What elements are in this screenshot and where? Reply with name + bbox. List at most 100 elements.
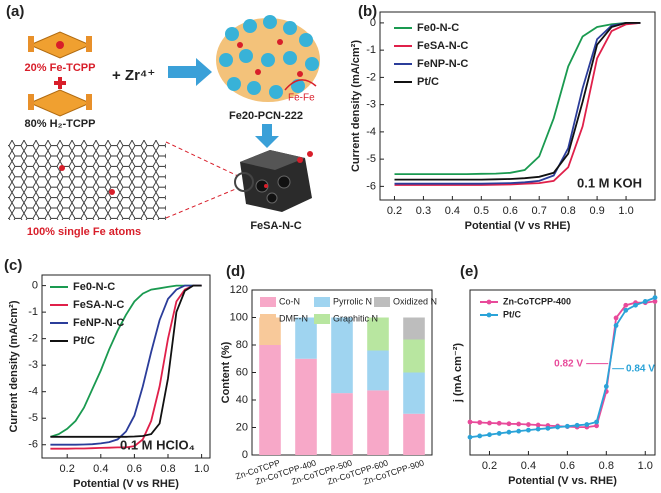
annotation: 0.82 V: [554, 358, 583, 369]
y-tick-label: -6: [28, 439, 38, 451]
x-tick-label: 0.6: [560, 460, 575, 472]
single-atoms-label: 100% single Fe atoms: [27, 226, 141, 238]
y-axis-label: Current density (mA/cm²): [8, 300, 20, 432]
y-tick-label: -4: [28, 386, 38, 398]
bar-segment: [295, 317, 317, 359]
bar-segment: [331, 317, 353, 394]
y-axis-label: Content (%): [220, 341, 232, 403]
data-point: [555, 424, 561, 430]
x-tick-label: 0.6: [503, 205, 518, 217]
x-tick-label: 0.6: [127, 463, 142, 475]
x-tick-label: 0.2: [482, 460, 497, 472]
x-tick-label: 0.4: [445, 205, 460, 217]
x-tick-label: 0.2: [387, 205, 402, 217]
data-line: [394, 22, 641, 181]
data-point: [487, 420, 492, 426]
x-tick-label: 0.8: [561, 205, 576, 217]
legend-label: Co-N: [279, 296, 300, 306]
y-tick-label: -1: [28, 306, 38, 318]
data-point: [613, 323, 619, 328]
data-line: [50, 284, 202, 438]
bar-segment: [367, 390, 389, 455]
x-tick-label: 0.4: [521, 460, 536, 472]
arrow: [255, 124, 279, 148]
y-tick-label: -6: [366, 180, 376, 192]
data-point: [594, 419, 599, 425]
x-tick-label: 0.8: [599, 460, 614, 472]
data-point: [623, 302, 629, 308]
fe-tcpp-label: 20% Fe-TCPP: [25, 62, 96, 74]
y-tick-label: -4: [366, 126, 376, 138]
data-point: [535, 426, 541, 432]
bar-segment: [403, 339, 425, 373]
data-point: [613, 315, 619, 321]
y-tick-label: -5: [28, 412, 38, 424]
legend-label: Fe0-N-C: [417, 22, 459, 34]
data-point: [477, 420, 483, 425]
legend-label: Fe0-N-C: [73, 281, 115, 293]
data-point: [594, 423, 599, 429]
bar-segment: [259, 317, 281, 345]
x-tick-label: 1.0: [194, 463, 209, 475]
data-point: [535, 422, 541, 428]
x-tick-label: 0.4: [93, 463, 108, 475]
panel-label: (a): [6, 3, 24, 20]
legend-label: Graphitic N: [333, 313, 378, 323]
y-tick-label: -2: [28, 333, 38, 345]
panel-label: (d): [226, 263, 245, 280]
y-tick-label: -3: [28, 359, 38, 371]
y-tick-label: 40: [236, 394, 248, 406]
plot-frame: [41, 274, 211, 459]
data-line: [50, 284, 202, 438]
y-tick-label: 20: [236, 421, 248, 433]
annotation: 0.1 M KOH: [577, 175, 642, 190]
annotation: 0.1 M HClO₄: [120, 437, 195, 452]
legend-marker: [486, 299, 492, 305]
mof-structure: [216, 15, 320, 102]
data-line: [394, 22, 641, 186]
data-point: [603, 384, 609, 389]
legend-swatch: [314, 314, 330, 324]
legend-swatch: [314, 297, 330, 307]
legend-label: FeNP-N-C: [73, 317, 124, 329]
legend-label: Pyrrolic N: [333, 296, 372, 306]
bar-segment: [403, 413, 425, 455]
mof-label: Fe20-PCN-222: [229, 110, 303, 122]
data-point: [642, 299, 648, 304]
data-point: [574, 422, 580, 428]
legend-label: FeSA-N-C: [417, 40, 468, 52]
legend-label: Pt/C: [73, 335, 95, 347]
data-line: [50, 284, 202, 450]
bar-segment: [403, 372, 425, 414]
plot-frame: [379, 11, 656, 201]
y-tick-label: 0: [242, 449, 248, 461]
x-tick-label: 0.5: [474, 205, 489, 217]
zr-label: + Zr⁴⁺: [112, 67, 155, 84]
x-tick-label: 0.3: [416, 205, 431, 217]
bar-segment: [259, 345, 281, 455]
legend-label: DMF-N: [279, 313, 308, 323]
data-point: [496, 420, 502, 426]
plot-frame: [469, 289, 656, 456]
bar-segment: [295, 358, 317, 455]
y-axis-label: Current density (mA/cm²): [350, 40, 362, 172]
data-point: [496, 431, 502, 436]
legend-swatch: [260, 297, 276, 307]
bar-segment: [367, 317, 389, 351]
data-point: [633, 302, 638, 308]
legend-swatch: [374, 297, 390, 307]
data-point: [545, 425, 551, 431]
data-point: [584, 422, 590, 427]
y-tick-label: 80: [236, 339, 248, 351]
product-label: FeSA-N-C: [250, 220, 301, 232]
x-tick-label: 0.7: [532, 205, 547, 217]
data-line: [50, 284, 202, 446]
legend-label: Oxidized N: [393, 296, 437, 306]
data-point: [467, 434, 473, 440]
panel-label: (b): [358, 3, 377, 20]
data-point: [506, 429, 512, 435]
schematic: (a) 20% Fe-TCPP 80% H₂-TCPP + Zr⁴⁺ Fe-Fe…: [6, 3, 320, 238]
y-tick-label: 0: [370, 17, 376, 29]
x-tick-label: 0.2: [60, 463, 75, 475]
data-point: [623, 307, 629, 313]
